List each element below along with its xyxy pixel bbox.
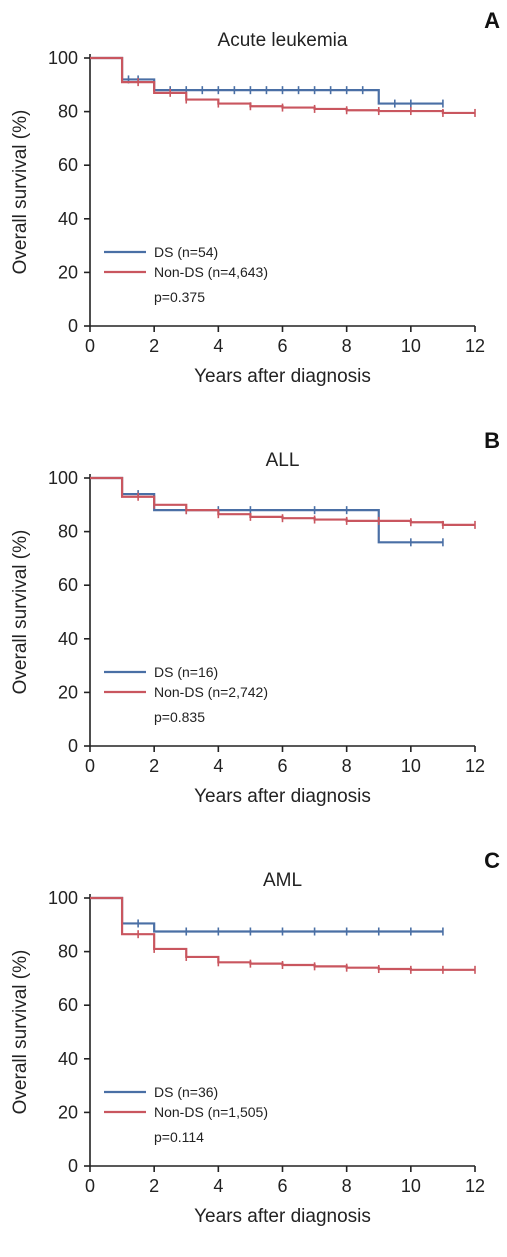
x-tick-label: 0	[85, 1176, 95, 1196]
y-tick-label: 0	[68, 736, 78, 756]
y-tick-label: 40	[58, 1049, 78, 1069]
y-tick-label: 60	[58, 995, 78, 1015]
x-tick-label: 4	[213, 336, 223, 356]
x-tick-label: 2	[149, 756, 159, 776]
y-axis-label: Overall survival (%)	[10, 530, 31, 695]
chart-panel-aml: C AML 0 20 40 60 80 100 0 2 4 6 8 10 12 Years after dia…	[0, 840, 507, 1240]
panel-label: B	[484, 428, 500, 453]
y-tick-label: 40	[58, 629, 78, 649]
x-tick-label: 0	[85, 756, 95, 776]
y-tick-label: 60	[58, 575, 78, 595]
x-tick-label: 6	[277, 756, 287, 776]
x-tick-label: 10	[401, 756, 421, 776]
x-tick-label: 12	[465, 756, 485, 776]
km-chart-c: C AML 0 20 40 60 80 100 0 2 4 6 8 10 12 Years after dia…	[10, 848, 500, 1227]
x-tick-label: 6	[277, 1176, 287, 1196]
panel-label: C	[484, 848, 500, 873]
p-value-annotation: p=0.375	[154, 289, 205, 305]
y-tick-label: 20	[58, 1102, 78, 1122]
legend-entry: Non-DS (n=1,505)	[154, 1104, 268, 1120]
p-value-annotation: p=0.114	[154, 1129, 204, 1145]
y-tick-label: 100	[48, 468, 78, 488]
y-tick-label: 20	[58, 682, 78, 702]
chart-title: Acute leukemia	[218, 30, 348, 51]
y-axis-label: Overall survival (%)	[10, 950, 31, 1115]
y-tick-label: 0	[68, 316, 78, 336]
y-tick-label: 80	[58, 522, 78, 542]
legend-entry: DS (n=54)	[154, 244, 218, 260]
x-tick-label: 10	[401, 1176, 421, 1196]
x-tick-label: 12	[465, 336, 485, 356]
legend-entry: Non-DS (n=4,643)	[154, 264, 268, 280]
x-tick-label: 4	[213, 756, 223, 776]
x-tick-label: 8	[342, 756, 352, 776]
survival-curve-ds	[90, 896, 443, 933]
x-tick-label: 6	[277, 336, 287, 356]
x-tick-label: 2	[149, 336, 159, 356]
y-tick-label: 40	[58, 209, 78, 229]
chart-panel-acute-leukemia: A Acute leukemia 0 20 40 60 80 100 0 2 4 6 8 10 12 Year…	[0, 0, 507, 400]
chart-title: AML	[263, 870, 302, 891]
y-tick-label: 100	[48, 888, 78, 908]
y-tick-label: 20	[58, 262, 78, 282]
x-tick-label: 4	[213, 1176, 223, 1196]
survival-curve-ds	[90, 476, 443, 544]
y-tick-label: 0	[68, 1156, 78, 1176]
km-chart-b: B ALL 0 20 40 60 80 100 0 2 4 6 8 10 12 Years after dia…	[10, 428, 500, 807]
y-axis-label: Overall survival (%)	[10, 110, 31, 275]
chart-title: ALL	[266, 450, 300, 471]
legend-entry: Non-DS (n=2,742)	[154, 684, 268, 700]
y-tick-label: 80	[58, 942, 78, 962]
x-axis-label: Years after diagnosis	[194, 1206, 371, 1227]
y-tick-label: 80	[58, 102, 78, 122]
chart-panel-all: B ALL 0 20 40 60 80 100 0 2 4 6 8 10 12 Years after dia…	[0, 420, 507, 820]
y-tick-label: 100	[48, 48, 78, 68]
p-value-annotation: p=0.835	[154, 709, 205, 725]
x-tick-label: 0	[85, 336, 95, 356]
survival-curve-ds	[90, 56, 443, 105]
x-tick-label: 10	[401, 336, 421, 356]
y-tick-label: 60	[58, 155, 78, 175]
panel-label: A	[484, 8, 500, 33]
legend-entry: DS (n=36)	[154, 1084, 218, 1100]
legend-entry: DS (n=16)	[154, 664, 218, 680]
x-tick-label: 2	[149, 1176, 159, 1196]
x-tick-label: 8	[342, 336, 352, 356]
km-chart-a: A Acute leukemia 0 20 40 60 80 100 0 2 4 6 8 10 12 Year…	[10, 8, 500, 387]
x-axis-label: Years after diagnosis	[194, 366, 371, 387]
x-tick-label: 12	[465, 1176, 485, 1196]
x-axis-label: Years after diagnosis	[194, 786, 371, 807]
x-tick-label: 8	[342, 1176, 352, 1196]
